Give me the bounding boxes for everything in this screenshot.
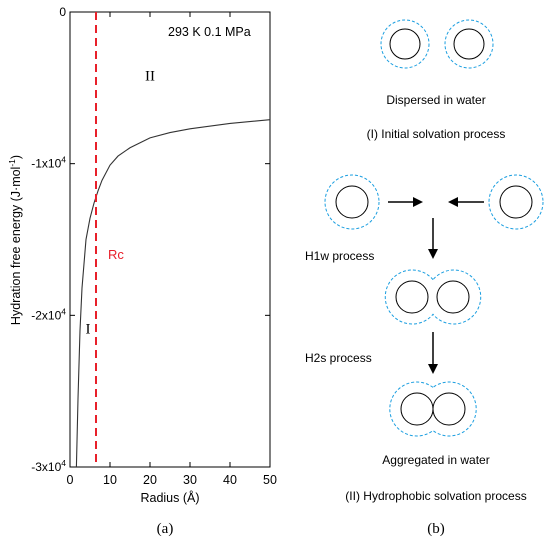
- y-tick-label: 0: [59, 5, 66, 19]
- y-tick-label: -1x104: [31, 155, 66, 171]
- h1w-process-label: H1w process: [305, 249, 374, 263]
- region-label: I: [86, 322, 91, 338]
- initial-solvation-label: (I) Initial solvation process: [367, 127, 506, 141]
- y-axis-ticks: 0 -1x104 -2x104 -3x104: [31, 5, 270, 474]
- hydrophobic-solvation-label: (II) Hydrophobic solvation process: [345, 489, 526, 503]
- panel-label-b: (b): [427, 521, 445, 537]
- x-axis-ticks: 0 10 20 30 40 50: [67, 12, 277, 487]
- aggregated-pair: [389, 381, 477, 437]
- condition-label: 293 K 0.1 MPa: [168, 25, 251, 39]
- y-tick-label: -2x104: [31, 306, 66, 322]
- series-line: [75, 119, 271, 468]
- rc-label: Rc: [108, 247, 124, 262]
- y-axis-label-close: ): [9, 155, 23, 159]
- x-tick-label: 40: [223, 473, 237, 487]
- region-labels: III: [86, 68, 156, 337]
- approaching-sphere-left: [324, 174, 380, 230]
- x-tick-label: 30: [183, 473, 197, 487]
- hydration-energy-chart: 0 10 20 30 40 50 0 -1x104 -2x104 -3x104 Rc 293 K…: [7, 5, 277, 537]
- aggregated-label: Aggregated in water: [382, 453, 489, 467]
- x-tick-label: 20: [143, 473, 157, 487]
- dispersed-label: Dispersed in water: [386, 93, 485, 107]
- plot-frame: [69, 11, 271, 468]
- region-label: II: [145, 68, 155, 84]
- y-tick-label: -3x104: [31, 458, 66, 474]
- approaching-sphere-right: [488, 174, 544, 230]
- y-axis-label-sup: -1: [7, 159, 17, 167]
- contact-pair: [384, 269, 482, 325]
- dispersed-sphere-right: [444, 19, 494, 69]
- panel-label-a: (a): [157, 521, 174, 537]
- x-tick-label: 50: [263, 473, 277, 487]
- solvation-diagram: Dispersed in water (I) Initial solvation…: [305, 19, 544, 537]
- x-axis-label: Radius (Å): [140, 490, 199, 505]
- x-tick-label: 0: [67, 473, 74, 487]
- dispersed-sphere-left: [380, 19, 430, 69]
- y-axis-label-main: Hydration free energy (J·mol: [9, 167, 23, 325]
- x-tick-label: 10: [103, 473, 117, 487]
- h2s-process-label: H2s process: [305, 351, 372, 365]
- y-axis-label: Hydration free energy (J·mol-1): [7, 155, 23, 325]
